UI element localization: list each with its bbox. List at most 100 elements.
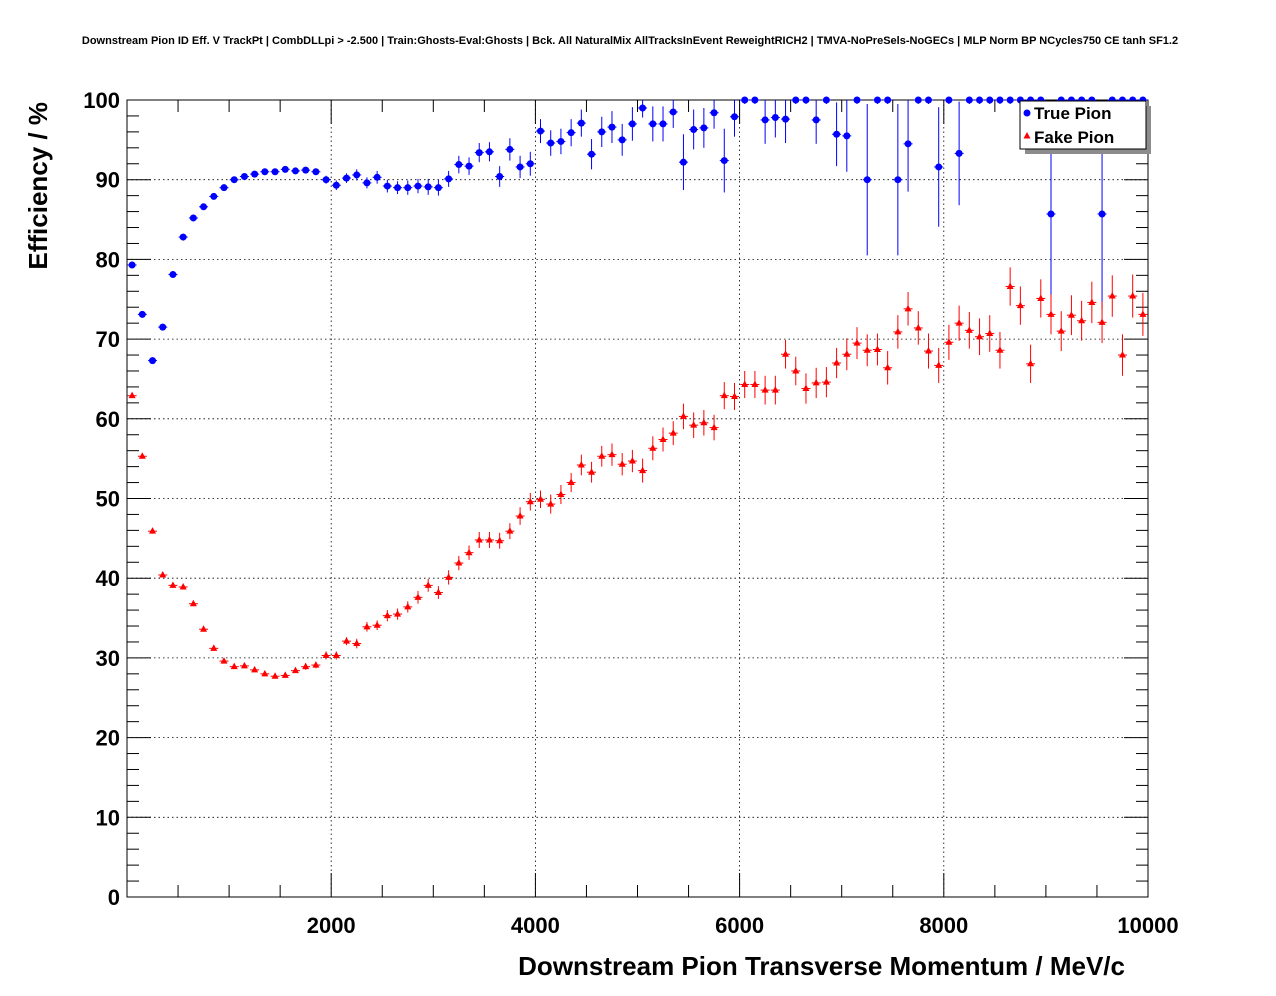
fake-pion-point (792, 366, 800, 374)
x-axis-title: Downstream Pion Transverse Momentum / Me… (518, 951, 1125, 981)
true-pion-point (138, 310, 146, 318)
fake-pion-point (884, 363, 892, 371)
true-pion-point (353, 171, 361, 179)
y-tick-label-40: 40 (96, 566, 120, 591)
y-tick-label-10: 10 (96, 805, 120, 830)
true-pion-point (751, 96, 759, 104)
true-pion-point (669, 108, 677, 116)
fake-pion-point (424, 581, 432, 588)
true-pion-point (588, 150, 596, 158)
fake-pion-point (914, 323, 922, 331)
fake-pion-point (200, 625, 208, 632)
fake-pion-point (955, 319, 963, 326)
true-pion-point (302, 166, 310, 174)
true-pion-point (730, 113, 738, 121)
true-pion-point (322, 176, 330, 184)
fake-pion-point (802, 384, 810, 392)
fake-pion-point (189, 599, 197, 607)
legend: True Pion Fake Pion (1019, 100, 1151, 154)
true-pion-point (833, 130, 841, 138)
true-pion-point (343, 174, 351, 182)
fake-pion-point (343, 637, 351, 644)
fake-pion-point (935, 361, 943, 368)
fake-pion-point (526, 497, 534, 505)
y-tick-label-20: 20 (96, 726, 120, 751)
true-pion-point (220, 184, 228, 192)
fake-pion-point (577, 461, 585, 468)
true-pion-point (873, 96, 881, 104)
y-tick-labels: 0 10 20 30 40 50 60 70 80 90 100 (83, 88, 120, 910)
true-pion-point (159, 323, 167, 331)
true-pion-point (843, 132, 851, 140)
true-pion-point (853, 96, 861, 104)
true-pion-point (659, 120, 667, 128)
y-tick-label-50: 50 (96, 487, 120, 512)
fake-pion-point (445, 573, 453, 580)
fake-pion-point (557, 490, 565, 498)
fake-pion-point (1139, 310, 1147, 317)
true-pion-point (955, 149, 963, 157)
true-pion-point (271, 168, 279, 176)
true-pion-point (863, 176, 871, 184)
y-tick-label-30: 30 (96, 646, 120, 671)
fake-pion-point (679, 412, 687, 419)
y-tick-label-70: 70 (96, 327, 120, 352)
fake-pion-point (455, 559, 463, 566)
fake-pion-point (373, 621, 381, 628)
true-pion-point (281, 165, 289, 173)
true-pion-point (761, 116, 769, 124)
x-tick-label-8000: 8000 (919, 913, 968, 938)
x-tick-labels: 2000 4000 6000 8000 10000 (307, 913, 1179, 938)
fake-pion-point (904, 304, 912, 312)
fake-pion-point (812, 378, 820, 386)
true-pion-point (720, 157, 728, 165)
fake-pion-point (649, 444, 657, 451)
true-pion-point (179, 233, 187, 241)
true-pion-point (1006, 96, 1014, 104)
fake-pion-point (302, 662, 310, 670)
true-pion-point (506, 145, 514, 153)
true-pion-point (261, 168, 269, 176)
true-pion-point (986, 96, 994, 104)
true-pion-point (976, 96, 984, 104)
true-pion-point (996, 96, 1004, 104)
fake-pion-point (720, 391, 728, 399)
true-pion-point (312, 168, 320, 176)
fake-pion-point (710, 423, 718, 431)
fake-pion-point (690, 421, 698, 428)
true-pion-point (935, 163, 943, 171)
true-pion-point (230, 176, 238, 184)
fake-pion-point (271, 672, 279, 679)
fake-pion-point (751, 380, 759, 388)
fake-pion-point (986, 329, 994, 337)
true-pion-point (812, 116, 820, 124)
fake-pion-point (1047, 310, 1055, 317)
true-pion-point (149, 357, 157, 365)
chart-title: Downstream Pion ID Eff. V TrackPt | Comb… (82, 35, 1178, 47)
fake-pion-point (996, 346, 1004, 353)
fake-pion-point (210, 644, 218, 651)
y-axis-title: Efficiency / % (23, 102, 53, 270)
fake-pion-point (516, 512, 524, 519)
fake-pion-point (312, 661, 320, 668)
fake-pion-point (782, 350, 790, 357)
legend-label-fake-pion: Fake Pion (1034, 128, 1114, 147)
x-tick-label-4000: 4000 (511, 913, 560, 938)
legend-marker-fake-pion (1023, 132, 1031, 139)
fake-pion-point (659, 435, 667, 443)
legend-marker-true-pion (1023, 109, 1031, 117)
true-pion-point (547, 139, 555, 147)
fake-pion-point (547, 500, 555, 507)
fake-pion-point (169, 581, 177, 588)
fake-pion-point (414, 593, 422, 600)
fake-pion-point (1057, 327, 1065, 334)
fake-pion-point (1037, 294, 1045, 301)
true-pion-point (200, 203, 208, 211)
x-tick-label-6000: 6000 (715, 913, 764, 938)
true-pion-point (210, 192, 218, 200)
true-pion-point (567, 129, 575, 137)
true-pion-point (251, 170, 259, 178)
fake-pion-point (567, 478, 575, 486)
fake-pion-point (1118, 351, 1126, 358)
true-pion-point (904, 140, 912, 148)
